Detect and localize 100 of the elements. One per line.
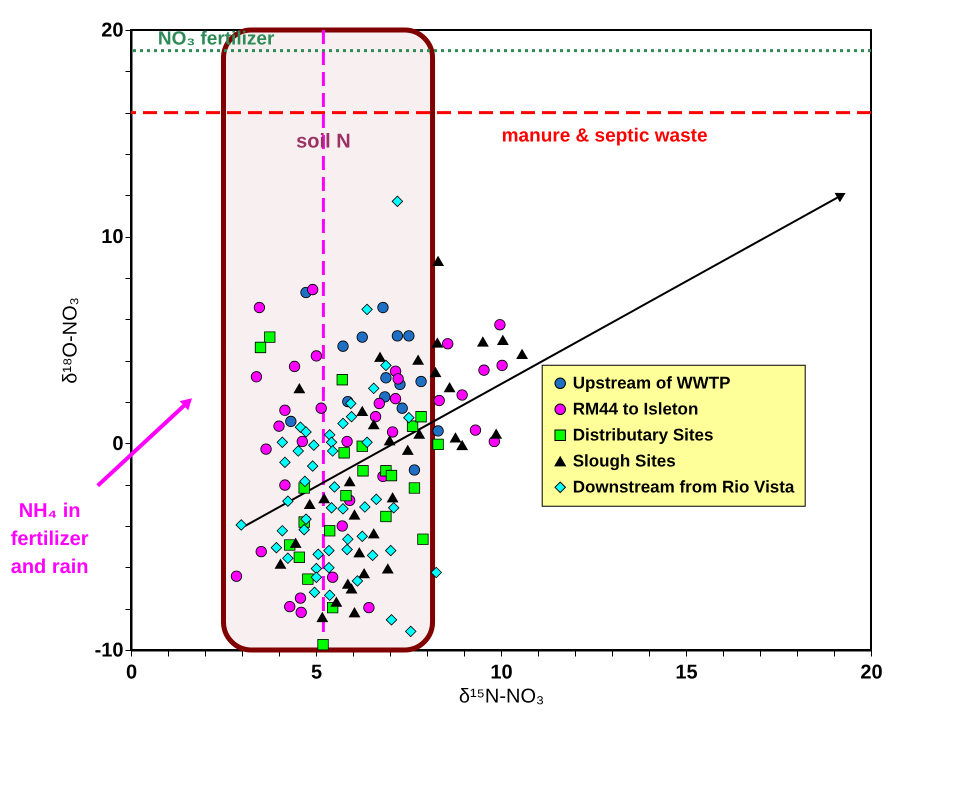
point xyxy=(470,424,482,436)
point xyxy=(312,548,324,560)
point xyxy=(310,350,322,362)
point xyxy=(370,411,382,422)
point xyxy=(385,544,396,556)
point xyxy=(516,349,528,359)
legend-label: Upstream of WWTP xyxy=(572,373,730,392)
point xyxy=(341,436,353,448)
x-tick-label: 0 xyxy=(126,662,138,684)
point xyxy=(444,382,456,392)
point xyxy=(366,550,378,561)
point xyxy=(348,607,360,618)
point xyxy=(342,534,354,545)
point xyxy=(307,460,318,472)
point xyxy=(432,438,444,450)
point xyxy=(456,389,468,401)
point xyxy=(300,426,312,438)
point xyxy=(356,331,368,343)
point xyxy=(336,374,348,386)
point xyxy=(432,256,444,266)
point xyxy=(294,383,305,394)
legend-label: RM44 to Isleton xyxy=(572,399,698,418)
point xyxy=(396,402,408,414)
point xyxy=(392,330,404,342)
point xyxy=(434,394,445,406)
point xyxy=(417,534,429,545)
point xyxy=(264,331,276,343)
point xyxy=(430,367,442,378)
point xyxy=(327,572,338,583)
point xyxy=(408,482,420,494)
point xyxy=(402,445,414,455)
point xyxy=(432,338,444,348)
point xyxy=(432,425,444,437)
point xyxy=(273,420,285,432)
x-axis-title: δ¹⁵N-NO₃ xyxy=(458,686,544,708)
point xyxy=(308,440,320,451)
point xyxy=(477,336,489,347)
point xyxy=(260,443,272,455)
point xyxy=(412,354,424,365)
point xyxy=(256,546,267,558)
point xyxy=(368,382,380,394)
point xyxy=(290,538,302,548)
point xyxy=(374,398,385,410)
point xyxy=(456,440,468,450)
y-axis-title: δ¹⁸O-NO₃ xyxy=(60,297,82,384)
y-tick-label: 0 xyxy=(112,432,124,455)
point xyxy=(304,499,316,510)
point xyxy=(328,481,340,493)
point xyxy=(368,528,380,538)
point xyxy=(392,373,404,384)
point xyxy=(386,470,398,482)
point xyxy=(386,492,398,502)
point xyxy=(348,510,360,520)
point xyxy=(279,404,291,416)
point xyxy=(359,501,370,513)
point xyxy=(361,436,373,448)
point xyxy=(408,464,420,476)
point xyxy=(298,524,310,536)
point xyxy=(363,602,375,614)
point xyxy=(380,360,392,372)
y-tick-label: -10 xyxy=(94,640,124,662)
point xyxy=(340,490,352,502)
point xyxy=(326,436,338,448)
point xyxy=(310,572,322,583)
point xyxy=(352,575,364,587)
point xyxy=(230,570,242,582)
point xyxy=(392,196,404,207)
point xyxy=(374,352,386,362)
point xyxy=(308,586,320,598)
point xyxy=(354,548,365,558)
y-tick-label: 10 xyxy=(101,226,124,248)
point xyxy=(494,319,506,330)
point xyxy=(274,558,286,569)
point xyxy=(337,340,349,352)
point xyxy=(368,419,380,430)
point xyxy=(386,614,398,626)
point xyxy=(326,502,338,514)
point xyxy=(330,596,342,607)
point xyxy=(299,476,311,488)
point xyxy=(357,465,369,476)
legend-label: Slough Sites xyxy=(572,451,676,470)
point xyxy=(414,428,425,439)
point xyxy=(344,476,356,486)
point xyxy=(346,584,358,594)
point xyxy=(415,411,427,422)
point xyxy=(254,302,266,314)
point xyxy=(284,600,296,612)
x-tick-label: 15 xyxy=(675,662,698,684)
point xyxy=(282,552,294,564)
point xyxy=(250,371,262,382)
point xyxy=(300,514,312,525)
point xyxy=(327,445,338,457)
point xyxy=(323,562,335,574)
point xyxy=(254,342,266,354)
point xyxy=(337,418,349,430)
point xyxy=(496,360,508,372)
point xyxy=(276,436,288,448)
annotation: manure & septic waste xyxy=(502,125,708,146)
point xyxy=(310,562,322,574)
point xyxy=(318,493,330,504)
